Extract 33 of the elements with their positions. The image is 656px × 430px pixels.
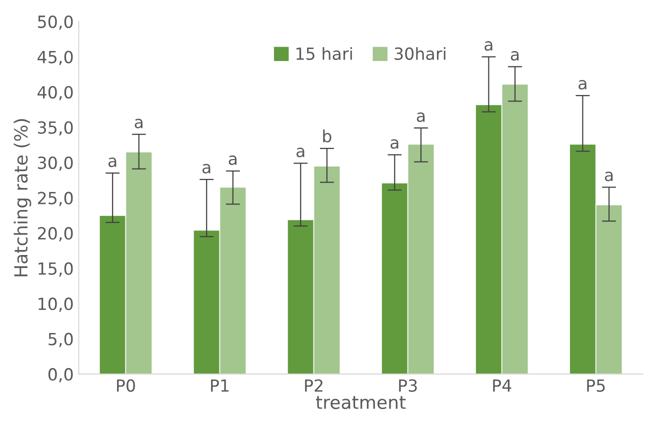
annotation: a [390, 139, 398, 149]
y-tick-label: 10,0 [38, 298, 73, 312]
y-tick-label: 15,0 [38, 262, 73, 277]
y-tick-label: 40,0 [38, 86, 73, 100]
y-tick-label: 5,0 [48, 332, 73, 348]
y-tick-label: 20,0 [38, 227, 73, 242]
annotation: a [510, 51, 519, 61]
annotation: a [134, 118, 142, 128]
x-tick-label: P1 [211, 379, 229, 392]
annotation: a [604, 172, 613, 182]
legend-label: 30hari [394, 47, 446, 60]
x-tick-label: P5 [587, 379, 605, 392]
x-axis-title: treatment [316, 396, 406, 410]
y-tick-label: 35,0 [38, 121, 73, 136]
y-tick-label: 45,0 [38, 50, 73, 66]
y-tick-label: 25,0 [38, 192, 73, 206]
annotation: b [323, 130, 332, 142]
annotation: a [202, 164, 210, 174]
x-tick-label: P0 [117, 379, 135, 392]
annotation: a [228, 155, 237, 165]
annotation: a [484, 41, 492, 51]
annotation: a [578, 80, 586, 90]
y-tick-label: 0,0 [48, 368, 73, 382]
annotation: a [296, 148, 304, 158]
y-tick-label: 50,0 [38, 15, 73, 30]
y-tick-label: 30,0 [38, 156, 73, 171]
annotation: a [108, 158, 116, 168]
x-tick-label: P2 [305, 379, 322, 392]
y-axis-title: Hatching rate (%) [14, 119, 32, 276]
x-tick-label: P4 [493, 379, 512, 392]
annotation: a [416, 112, 425, 122]
x-tick-label: P3 [399, 379, 417, 392]
legend-label: 15 hari [296, 47, 352, 60]
